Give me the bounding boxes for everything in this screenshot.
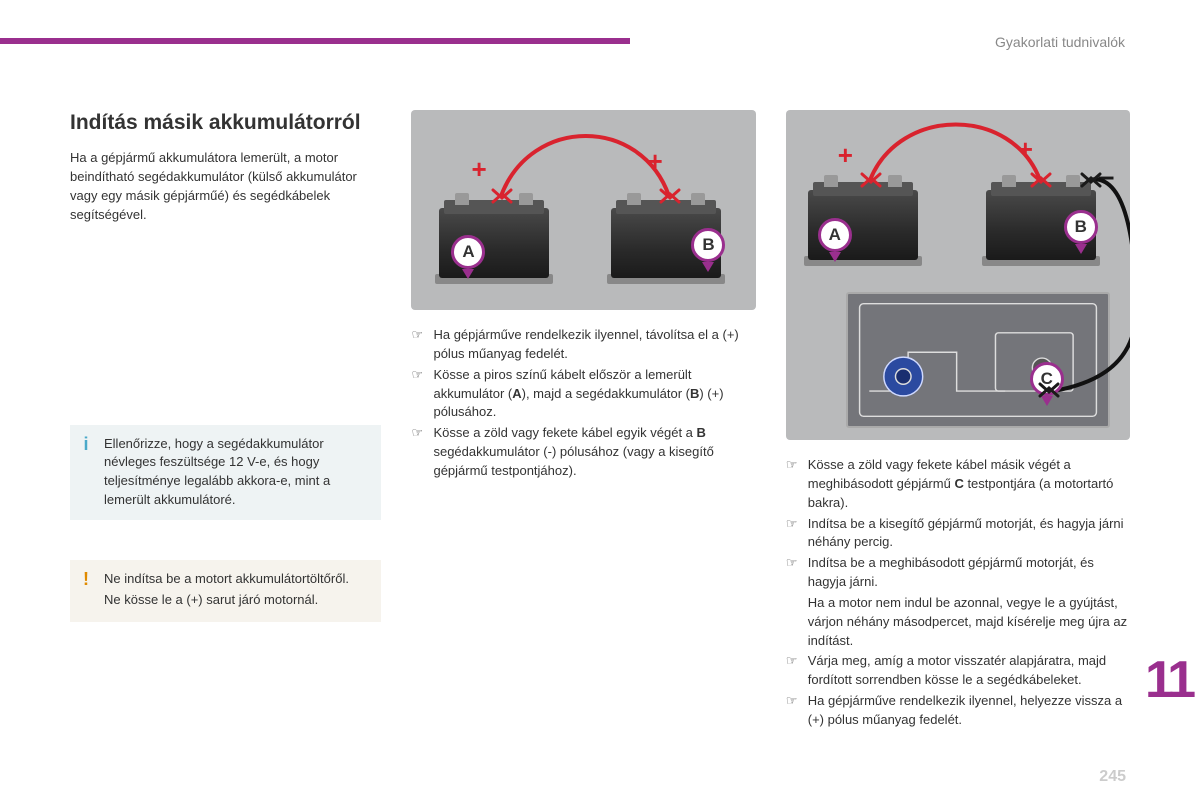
info-icon: i bbox=[78, 435, 94, 453]
badge-b: B bbox=[1064, 210, 1098, 250]
badge-a-label: A bbox=[451, 235, 485, 269]
engine-compartment bbox=[846, 292, 1110, 428]
plus-sign-b: + bbox=[647, 146, 662, 177]
badge-a: A bbox=[451, 235, 485, 275]
warning-line-1: Ne indítsa be a motort akkumulátortöltőr… bbox=[104, 570, 369, 589]
step-item: ☞Kösse a piros színű kábelt először a le… bbox=[411, 366, 755, 423]
step-text: Kösse a zöld vagy fekete kábel egyik vég… bbox=[433, 424, 755, 481]
step-marker-icon: ☞ bbox=[786, 515, 808, 553]
warning-line-2: Ne kösse le a (+) sarut járó motornál. bbox=[104, 591, 369, 610]
step-marker-icon: ☞ bbox=[411, 326, 433, 364]
plus-sign-a: + bbox=[838, 140, 853, 171]
left-column: Indítás másik akkumulátorról Ha a gépjár… bbox=[70, 110, 381, 770]
step-item: Ha a motor nem indul be azonnal, vegye l… bbox=[786, 594, 1130, 651]
right-column: + + – A bbox=[786, 110, 1130, 770]
intro-text: Ha a gépjármű akkumulátora lemerült, a m… bbox=[70, 149, 381, 224]
badge-b-label: B bbox=[1064, 210, 1098, 244]
step-text: Várja meg, amíg a motor visszatér alapjá… bbox=[808, 652, 1130, 690]
page-number: 245 bbox=[1099, 768, 1126, 786]
middle-column: + + A B ☞Ha gépjárműve rendelkezik ilyen… bbox=[411, 110, 755, 770]
step-marker-icon: ☞ bbox=[411, 424, 433, 481]
step-text: Ha a motor nem indul be azonnal, vegye l… bbox=[808, 594, 1130, 651]
step-item: ☞Kösse a zöld vagy fekete kábel egyik vé… bbox=[411, 424, 755, 481]
step-text: Kösse a piros színű kábelt először a lem… bbox=[433, 366, 755, 423]
step-marker-icon: ☞ bbox=[411, 366, 433, 423]
info-note-text: Ellenőrizze, hogy a segédakkumulátor név… bbox=[104, 435, 369, 510]
step-item: ☞Indítsa be a kisegítő gépjármű motorját… bbox=[786, 515, 1130, 553]
chapter-number: 11 bbox=[1145, 650, 1192, 710]
step-item: ☞Ha gépjárműve rendelkezik ilyennel, hel… bbox=[786, 692, 1130, 730]
step-item: ☞Várja meg, amíg a motor visszatér alapj… bbox=[786, 652, 1130, 690]
warning-icon: ! bbox=[78, 570, 94, 588]
badge-b: B bbox=[691, 228, 725, 268]
plus-sign-a: + bbox=[471, 154, 486, 185]
page-content: Indítás másik akkumulátorról Ha a gépjár… bbox=[70, 110, 1130, 770]
badge-b-label: B bbox=[691, 228, 725, 262]
step-text: Indítsa be a kisegítő gépjármű motorját,… bbox=[808, 515, 1130, 553]
warning-note: ! Ne indítsa be a motort akkumulátortölt… bbox=[70, 560, 381, 622]
figure-1: + + A B bbox=[411, 110, 755, 310]
step-item: ☞Ha gépjárműve rendelkezik ilyennel, táv… bbox=[411, 326, 755, 364]
section-header: Gyakorlati tudnivalók bbox=[995, 34, 1125, 50]
step-marker-icon: ☞ bbox=[786, 692, 808, 730]
plus-sign-b: + bbox=[1018, 134, 1033, 165]
step-marker-icon: ☞ bbox=[786, 456, 808, 513]
step-text: Ha gépjárműve rendelkezik ilyennel, távo… bbox=[433, 326, 755, 364]
steps-middle: ☞Ha gépjárműve rendelkezik ilyennel, táv… bbox=[411, 326, 755, 481]
engine-sketch bbox=[848, 294, 1108, 426]
step-item: ☞Indítsa be a meghibásodott gépjármű mot… bbox=[786, 554, 1130, 592]
step-text: Indítsa be a meghibásodott gépjármű moto… bbox=[808, 554, 1130, 592]
badge-a-label: A bbox=[818, 218, 852, 252]
step-marker-icon: ☞ bbox=[786, 652, 808, 690]
badge-a: A bbox=[818, 218, 852, 258]
top-accent-bar bbox=[0, 38, 630, 44]
info-note: i Ellenőrizze, hogy a segédakkumulátor n… bbox=[70, 425, 381, 520]
step-marker-icon: ☞ bbox=[786, 554, 808, 592]
step-text: Kösse a zöld vagy fekete kábel másik vég… bbox=[808, 456, 1130, 513]
step-text: Ha gépjárműve rendelkezik ilyennel, hely… bbox=[808, 692, 1130, 730]
warning-note-text: Ne indítsa be a motort akkumulátortöltőr… bbox=[104, 570, 369, 612]
step-marker-icon bbox=[786, 594, 808, 651]
page-title: Indítás másik akkumulátorról bbox=[70, 110, 381, 135]
steps-right: ☞Kösse a zöld vagy fekete kábel másik vé… bbox=[786, 456, 1130, 730]
figure-2: + + – A bbox=[786, 110, 1130, 440]
step-item: ☞Kösse a zöld vagy fekete kábel másik vé… bbox=[786, 456, 1130, 513]
